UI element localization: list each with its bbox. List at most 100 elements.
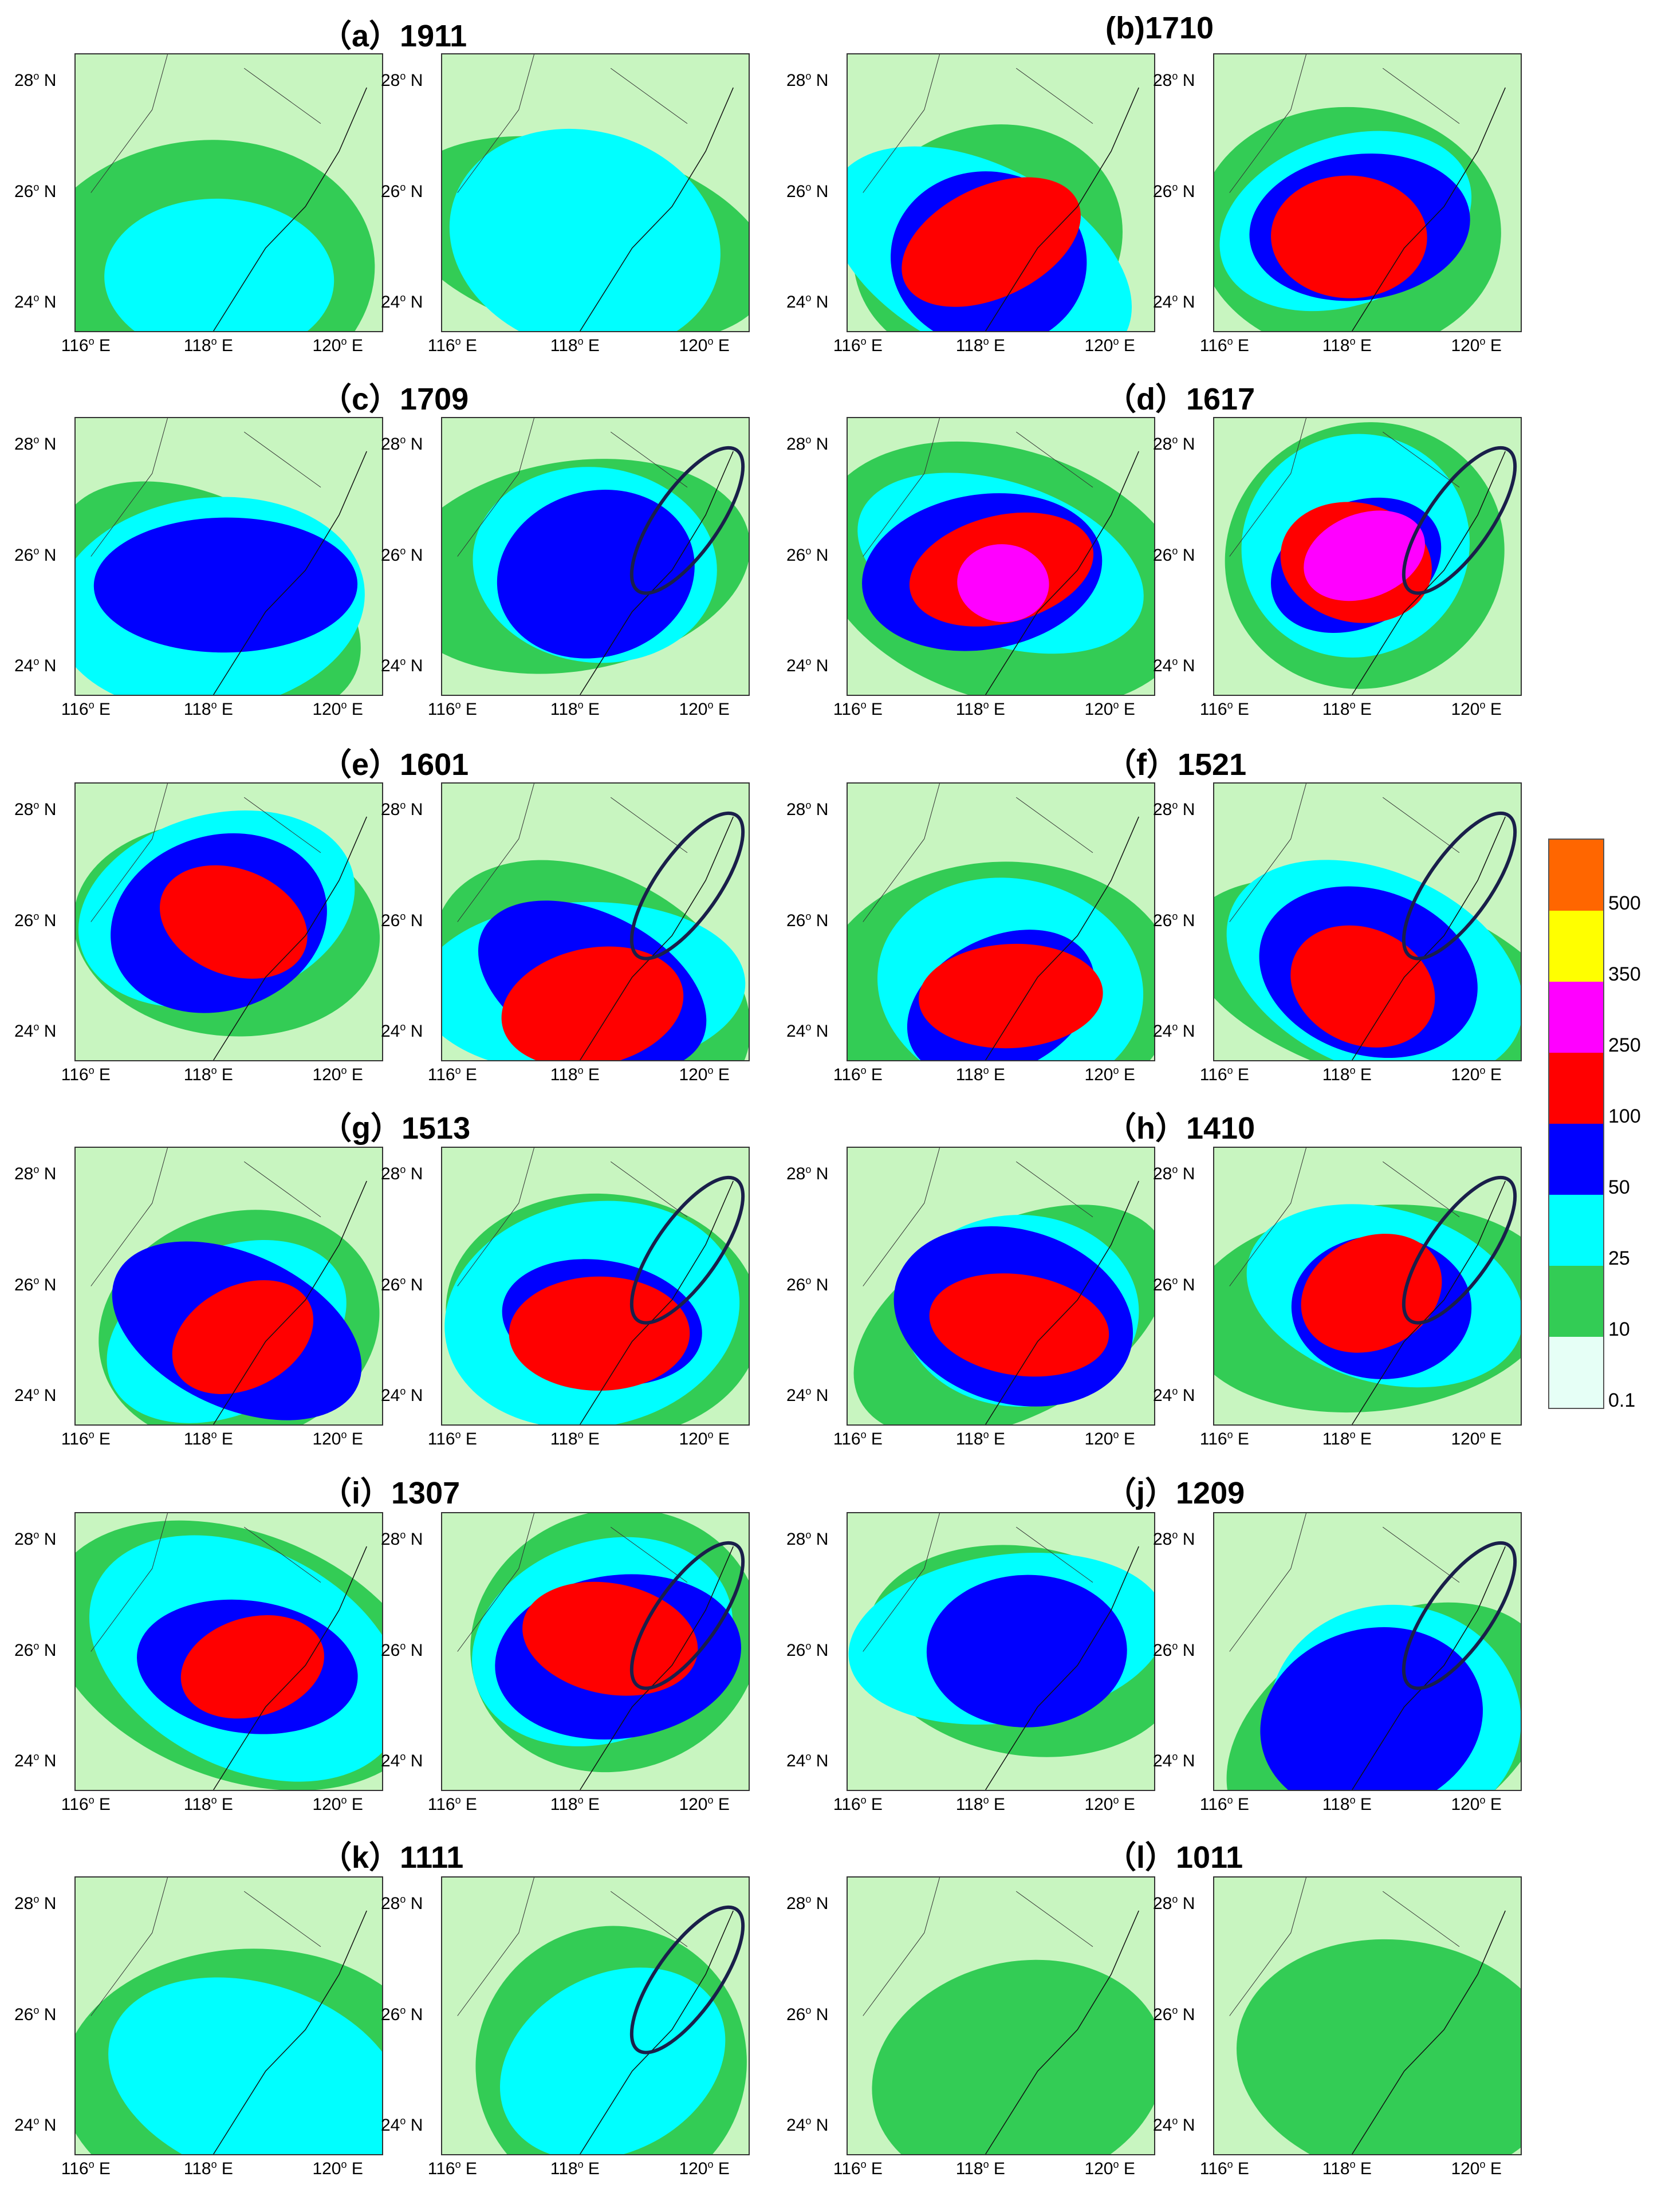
degree-sign: o (400, 1894, 406, 1906)
y-tick-label-value: 24 (14, 656, 34, 675)
degree-sign: o (1113, 699, 1119, 711)
x-tick-label: 116o E (428, 336, 477, 356)
coastline (1352, 816, 1506, 1060)
x-tick-label: 116o E (61, 1065, 111, 1085)
y-tick-label: 24o N (381, 292, 423, 312)
degree-sign: o (400, 1529, 406, 1541)
x-tick-label-value: 120 (1451, 1430, 1480, 1449)
degree-sign: o (1172, 1274, 1178, 1286)
map-observed (847, 1147, 1155, 1426)
degree-sign: o (33, 434, 40, 446)
degree-sign: o (1479, 1065, 1486, 1076)
degree-sign: o (860, 336, 867, 347)
map-simulated (1213, 53, 1522, 332)
y-tick-label: 24o N (381, 1751, 423, 1771)
precip-contour-level-4 (509, 1276, 690, 1391)
degree-sign: o (1172, 910, 1178, 922)
y-tick-label: 24o N (786, 2115, 828, 2135)
colorbar-swatch (1549, 1124, 1603, 1195)
colorbar-label: 250 (1608, 1034, 1641, 1056)
degree-sign: o (707, 1794, 714, 1806)
x-tick-label-value: 120 (312, 1795, 341, 1814)
degree-sign: o (211, 699, 217, 711)
y-tick-label-suffix: N (39, 1021, 57, 1041)
x-tick-label-suffix: E (94, 700, 111, 719)
x-tick-label-value: 116 (833, 1065, 861, 1084)
y-tick-label: 26o N (381, 182, 423, 202)
y-tick-label: 28o N (14, 1529, 56, 1549)
degree-sign: o (1479, 336, 1486, 347)
coastline (1352, 1180, 1506, 1424)
y-tick-label: 24o N (1153, 292, 1195, 312)
y-tick-label: 26o N (381, 545, 423, 565)
y-tick-label: 26o N (1153, 1640, 1195, 1660)
x-tick-label: 120o E (1084, 699, 1135, 719)
y-tick-label-suffix: N (39, 1894, 57, 1914)
y-tick-label: 28o N (14, 1894, 56, 1914)
y-tick-label-suffix: N (406, 2005, 423, 2024)
y-tick-label-value: 26 (381, 2005, 400, 2024)
degree-sign: o (1172, 70, 1178, 82)
x-tick-label-value: 118 (1322, 1795, 1350, 1814)
y-tick-label-value: 28 (14, 1894, 34, 1914)
x-tick-label-suffix: E (713, 1430, 730, 1449)
map-simulated (1213, 1512, 1522, 1791)
x-tick-label: 118o E (956, 1065, 1005, 1085)
y-tick-label: 28o N (381, 1529, 423, 1549)
x-tick-label: 116o E (1200, 336, 1249, 356)
x-tick-label: 120o E (1084, 2159, 1135, 2179)
precip-field (442, 418, 749, 695)
degree-sign: o (211, 2159, 217, 2170)
precip-field (76, 784, 382, 1060)
y-tick-label-value: 26 (14, 2005, 34, 2024)
y-tick-label-value: 28 (1153, 1530, 1172, 1549)
degree-sign: o (400, 1164, 406, 1176)
y-tick-label-value: 26 (14, 911, 34, 930)
x-tick-label: 120o E (1451, 2159, 1501, 2179)
y-tick-label-value: 28 (14, 1164, 34, 1184)
degree-sign: o (805, 1021, 812, 1033)
x-tick-label-suffix: E (713, 2159, 730, 2178)
x-tick-label: 120o E (312, 1065, 363, 1085)
degree-sign: o (455, 1794, 461, 1806)
precip-contour-level-2 (104, 198, 334, 331)
y-tick-label-suffix: N (406, 292, 423, 312)
degree-sign: o (1172, 655, 1178, 667)
x-tick-label: 116o E (61, 1794, 111, 1815)
y-tick-label-value: 24 (786, 1021, 806, 1041)
x-tick-label-value: 120 (1084, 1065, 1113, 1084)
province-border (90, 54, 321, 193)
degree-sign: o (805, 181, 812, 193)
x-tick-label-value: 120 (679, 700, 708, 719)
y-tick-label: 28o N (1153, 800, 1195, 820)
y-tick-label-value: 26 (1153, 1275, 1172, 1294)
degree-sign: o (1479, 1429, 1486, 1440)
x-tick-label-value: 116 (1199, 1795, 1227, 1814)
x-tick-label-suffix: E (94, 1065, 111, 1084)
degree-sign: o (1172, 1894, 1178, 1906)
y-tick-label: 28o N (14, 1164, 56, 1184)
y-tick-label-value: 24 (786, 1386, 806, 1405)
highlight-ellipse (629, 811, 745, 961)
y-tick-label: 26o N (14, 1275, 56, 1295)
y-tick-label: 28o N (14, 800, 56, 820)
x-tick-label-value: 118 (1322, 1065, 1350, 1084)
y-tick-label: 26o N (381, 1275, 423, 1295)
y-tick-label-suffix: N (811, 1275, 829, 1294)
x-tick-label: 120o E (1451, 1429, 1501, 1449)
x-tick-label: 120o E (1084, 1429, 1135, 1449)
x-tick-label-suffix: E (94, 336, 111, 355)
y-tick-label: 26o N (14, 911, 56, 931)
y-tick-label: 28o N (1153, 1529, 1195, 1549)
map-observed (847, 1876, 1155, 2155)
degree-sign: o (341, 1429, 347, 1440)
y-tick-label-value: 24 (14, 292, 34, 312)
x-tick-label-suffix: E (1485, 1795, 1502, 1814)
colorbar-swatch (1549, 911, 1603, 982)
y-tick-label-value: 28 (381, 1164, 400, 1184)
x-tick-label: 116o E (61, 699, 111, 719)
x-tick-label-suffix: E (713, 700, 730, 719)
y-tick-label-suffix: N (811, 1751, 829, 1770)
degree-sign: o (400, 434, 406, 446)
degree-sign: o (1172, 1529, 1178, 1541)
